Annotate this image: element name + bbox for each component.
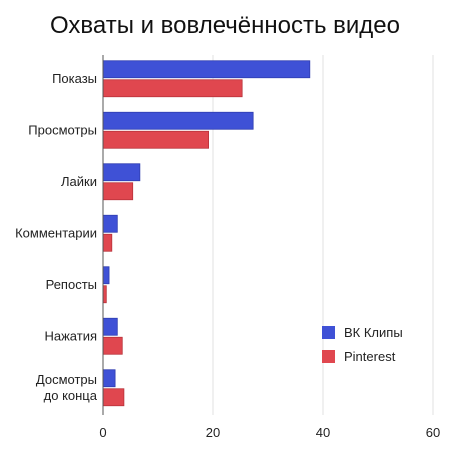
bar-pinterest-2 [102,182,134,201]
x-tick-label: 60 [426,425,440,440]
legend-swatch [322,350,335,363]
legend-label: Pinterest [344,349,396,364]
bar-vk-5 [102,317,118,336]
bar-pinterest-0 [102,79,243,98]
legend-label: ВК Клипы [344,325,403,340]
bar-vk-0 [102,60,311,79]
bar-pinterest-5 [102,336,123,355]
bar-vk-1 [102,111,254,130]
bar-pinterest-6 [102,388,125,407]
x-tick-label: 40 [316,425,330,440]
category-label: Репосты [46,277,97,292]
bar-pinterest-3 [102,233,113,252]
category-label: Досмотры [36,372,97,387]
bar-vk-3 [102,214,118,233]
chart-title: Охваты и вовлечённость видео [50,12,400,39]
bar-vk-2 [102,163,141,182]
x-tick-label: 0 [99,425,106,440]
category-label: до конца [44,388,98,403]
bar-vk-4 [102,266,110,285]
category-label: Лайки [61,174,97,189]
category-label: Комментарии [15,225,97,240]
bar-pinterest-1 [102,130,209,149]
legend-swatch [322,326,335,339]
category-label: Просмотры [28,122,97,137]
x-tick-label: 20 [206,425,220,440]
category-label: Показы [52,71,97,86]
bar-vk-6 [102,369,116,388]
category-label: Нажатия [44,328,97,343]
